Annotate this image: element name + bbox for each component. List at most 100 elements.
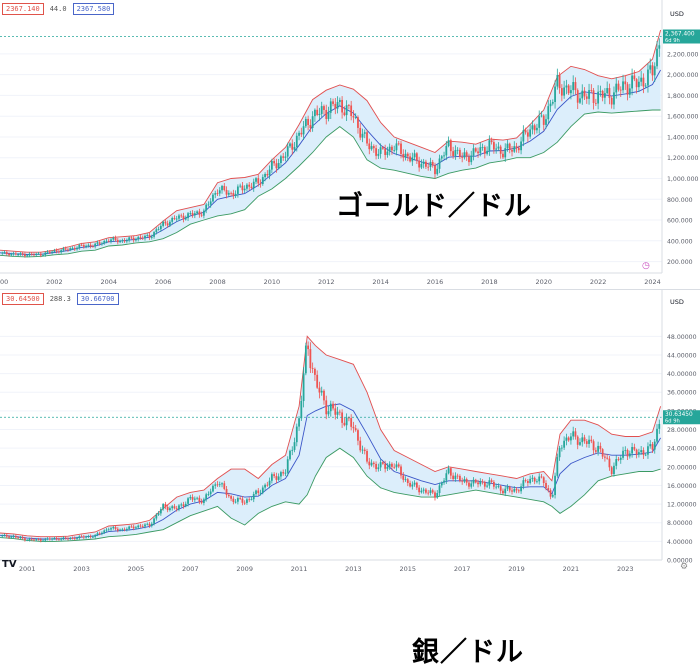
- gold-candle: [633, 75, 636, 80]
- gold-candle: [198, 211, 201, 215]
- silver-candle: [246, 499, 248, 503]
- silver-candle: [613, 465, 615, 475]
- silver-header-value-1[interactable]: 30.64500: [2, 293, 44, 305]
- silver-candle: [21, 537, 24, 539]
- gold-chart-svg[interactable]: 2,200.000 2,000.000 1,800.000 1,600.000 1,40…: [0, 0, 700, 289]
- silver-candle: [103, 530, 106, 533]
- gold-x-tick-label: 2014: [372, 278, 389, 286]
- gold-candle: [60, 250, 63, 253]
- silver-candle: [10, 536, 13, 538]
- gold-last-price-countdown: 6d 9h: [665, 38, 680, 44]
- gold-candle: [647, 69, 649, 86]
- gold-candle: [76, 247, 78, 250]
- silver-chart-panel[interactable]: 30.64500 288.3 30.66700 48.00000 44.00000…: [0, 290, 700, 668]
- gold-clock-icon[interactable]: ◷: [642, 261, 650, 271]
- gold-candle: [599, 90, 602, 92]
- silver-candle: [14, 536, 17, 538]
- silver-candle: [517, 490, 520, 492]
- silver-candle: [483, 482, 486, 487]
- gold-candle: [80, 244, 83, 246]
- gold-candle: [393, 150, 396, 152]
- gold-x-tick-label: 2000: [0, 278, 8, 286]
- settings-gear-icon[interactable]: ⚙: [680, 562, 689, 572]
- silver-candle: [651, 444, 654, 450]
- silver-candle: [248, 499, 251, 501]
- gold-candle: [87, 244, 90, 246]
- gold-candle: [377, 153, 380, 156]
- silver-header-value-3[interactable]: 30.66700: [76, 293, 119, 305]
- gold-y-tick-label: 1,400.000: [667, 134, 699, 141]
- gold-candle: [470, 155, 473, 163]
- silver-candle: [110, 528, 112, 530]
- gold-candle: [465, 152, 468, 157]
- silver-chart-title: 銀／ドル: [412, 637, 524, 668]
- silver-last-price-label: 30.63450: [665, 412, 693, 418]
- silver-candle: [438, 485, 441, 494]
- silver-candle: [230, 496, 232, 499]
- silver-candle: [413, 482, 416, 485]
- silver-candle: [461, 480, 464, 482]
- silver-candle: [1, 535, 4, 537]
- silver-candle: [316, 374, 319, 388]
- silver-candle: [427, 492, 430, 494]
- gold-candle: [71, 248, 74, 249]
- gold-candle: [223, 185, 226, 191]
- silver-candle: [585, 441, 588, 444]
- silver-candle: [338, 411, 341, 413]
- silver-candle: [375, 463, 377, 470]
- silver-candle: [42, 540, 44, 542]
- silver-candle: [463, 479, 466, 482]
- gold-candle: [429, 161, 432, 167]
- silver-candle: [130, 526, 133, 528]
- gold-candle: [243, 188, 246, 191]
- silver-candle: [352, 426, 355, 429]
- gold-chart-panel[interactable]: 2367.140 44.0 2367.580 2,200.000 2,000.00…: [0, 0, 700, 290]
- silver-candle: [164, 504, 167, 507]
- silver-candle: [314, 368, 316, 375]
- gold-candle: [640, 77, 643, 82]
- gold-candle: [536, 127, 538, 131]
- silver-candle: [606, 457, 609, 459]
- silver-candle: [594, 450, 597, 452]
- silver-candle: [55, 537, 58, 539]
- gold-candle: [284, 156, 287, 158]
- gold-candle: [570, 90, 572, 94]
- gold-candle: [626, 84, 629, 95]
- gold-candle: [250, 186, 253, 189]
- silver-candle: [624, 450, 627, 451]
- silver-candle: [647, 446, 649, 455]
- gold-candle: [139, 237, 142, 238]
- silver-candle: [227, 494, 230, 497]
- silver-candle: [132, 526, 135, 529]
- silver-last-price-countdown: 6d 9h: [665, 419, 680, 425]
- gold-band-fill: [0, 30, 661, 257]
- gold-candle: [289, 143, 291, 147]
- gold-last-price-badge: [663, 29, 700, 44]
- silver-candle: [425, 489, 427, 493]
- silver-chart-svg[interactable]: 48.0000044.0000040.0000036.0000032.00000…: [0, 290, 700, 576]
- gold-candle: [572, 82, 575, 91]
- gold-header-value-1[interactable]: 2367.140: [2, 3, 44, 15]
- silver-candle: [418, 487, 421, 493]
- silver-candle: [116, 528, 119, 531]
- gold-header-value-3[interactable]: 2367.580: [72, 3, 115, 15]
- silver-candle: [391, 463, 393, 467]
- silver-candle: [449, 468, 452, 476]
- gold-candle: [347, 105, 350, 106]
- gold-candle: [520, 141, 522, 151]
- silver-candle: [350, 418, 353, 427]
- tradingview-logo[interactable]: TV: [2, 559, 17, 570]
- silver-candle: [372, 462, 375, 464]
- gold-candle: [280, 156, 282, 164]
- silver-candle: [218, 484, 221, 486]
- gold-candle: [64, 248, 67, 250]
- gold-candle: [35, 253, 38, 255]
- silver-candle: [307, 345, 310, 350]
- silver-candle: [39, 539, 42, 541]
- gold-candle: [468, 156, 470, 163]
- silver-candle: [343, 422, 346, 426]
- silver-candle: [447, 468, 450, 474]
- gold-candle: [246, 184, 248, 189]
- silver-candle: [633, 447, 636, 450]
- silver-candle: [89, 536, 92, 537]
